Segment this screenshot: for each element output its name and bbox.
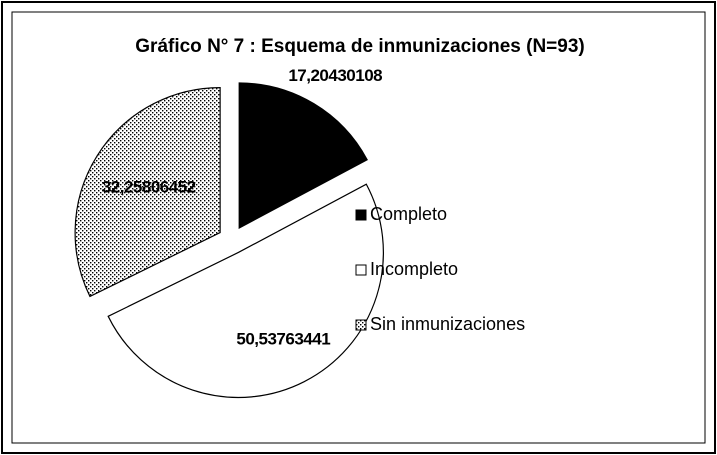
data-label: 32,25806452 xyxy=(102,178,196,197)
data-label: 50,53763441 xyxy=(236,330,330,349)
data-label: 17,20430108 xyxy=(288,66,382,85)
legend-swatch xyxy=(355,209,367,221)
legend-swatch xyxy=(355,319,367,331)
chart-title: Gráfico N° 7 : Esquema de inmunizaciones… xyxy=(135,36,584,57)
legend-label: Incompleto xyxy=(370,259,458,279)
legend-label: Completo xyxy=(370,204,447,224)
pie-slice xyxy=(107,183,384,399)
pie-slice xyxy=(238,82,368,229)
legend-label: Sin inmunizaciones xyxy=(370,314,525,334)
pie-slice xyxy=(74,86,221,298)
legend-swatch xyxy=(355,264,367,276)
